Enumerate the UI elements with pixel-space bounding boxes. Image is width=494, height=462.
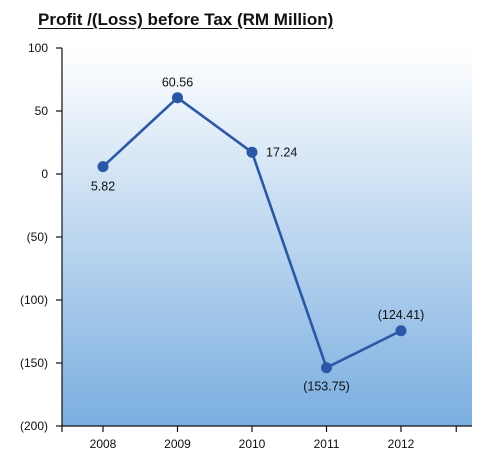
x-tick-label: 2012 bbox=[388, 437, 415, 451]
x-tick-label: 2010 bbox=[239, 437, 266, 451]
x-tick-label: 2009 bbox=[164, 437, 191, 451]
plot-background bbox=[62, 48, 472, 426]
y-axis-ticks: 100 50 0 (50) (100) (150) (200) bbox=[20, 41, 62, 433]
data-point-2010 bbox=[246, 146, 258, 158]
y-tick-label: (150) bbox=[20, 356, 48, 370]
y-tick-label: (200) bbox=[20, 419, 48, 433]
data-point-2011 bbox=[321, 362, 332, 374]
y-tick-label: (50) bbox=[27, 230, 48, 244]
data-point-2009 bbox=[172, 92, 183, 104]
x-axis-ticks: 2008 2009 2010 2011 2012 bbox=[61, 426, 457, 451]
data-label-2011: (153.75) bbox=[303, 380, 350, 394]
data-labels: 5.82 60.56 17.24 (153.75) (124.41) bbox=[91, 76, 424, 394]
data-label-2008: 5.82 bbox=[91, 180, 115, 194]
data-point-2012 bbox=[395, 325, 407, 337]
y-tick-label: (100) bbox=[20, 293, 48, 307]
data-point-2008 bbox=[97, 161, 109, 173]
data-label-2012: (124.41) bbox=[378, 308, 425, 322]
y-tick-label: 50 bbox=[35, 104, 49, 118]
y-tick-label: 0 bbox=[41, 167, 48, 181]
profit-series bbox=[97, 92, 407, 374]
x-tick-label: 2008 bbox=[90, 437, 117, 451]
y-tick-label: 100 bbox=[28, 41, 48, 55]
data-label-2009: 60.56 bbox=[162, 76, 193, 90]
data-label-2010: 17.24 bbox=[266, 145, 297, 159]
x-tick-label: 2011 bbox=[314, 437, 340, 451]
chart-title: Profit /(Loss) before Tax (RM Million) bbox=[38, 10, 334, 29]
